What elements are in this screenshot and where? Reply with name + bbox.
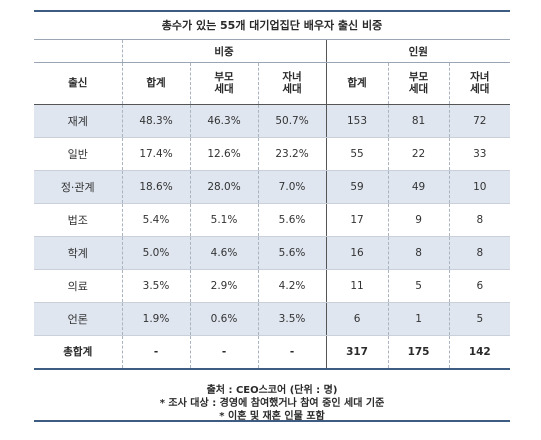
table-frame: 총수가 있는 55개 대기업집단 배우자 출신 비중 비중 인원 출신 합계 부… (34, 10, 511, 423)
total-count-child: 142 (448, 335, 511, 370)
cell-ratio-total: 17.4% (121, 137, 190, 171)
cell-count-parent: 49 (387, 170, 450, 204)
spouse-origin-table: 비중 인원 출신 합계 부모 세대 자녀 세대 합계 부모 세대 자녀 세대 재계 48… (34, 39, 511, 370)
cell-count-parent: 5 (387, 269, 450, 303)
table-row: 법조 5.4% 5.1% 5.6% 17 9 8 (34, 203, 511, 237)
header-count-child: 자녀 세대 (448, 62, 511, 105)
header-ratio-child-label: 자녀 세대 (282, 71, 302, 95)
survey-note: * 조사 대상 : 경영에 참여했거나 참여 중인 세대 기준 (159, 397, 385, 409)
row-label: 언론 (34, 302, 122, 336)
cell-count-child: 6 (448, 269, 511, 303)
row-label: 재계 (34, 104, 122, 138)
cell-ratio-total: 18.6% (121, 170, 190, 204)
cell-count-child: 8 (448, 236, 511, 270)
bottom-rule (34, 420, 510, 422)
header-count-parent: 부모 세대 (387, 62, 450, 105)
total-count-parent: 175 (387, 335, 450, 370)
cell-ratio-parent: 28.0% (189, 170, 258, 204)
table-row: 재계 48.3% 46.3% 50.7% 153 81 72 (34, 104, 511, 138)
header-count-group: 인원 (325, 39, 511, 63)
cell-count-parent: 81 (387, 104, 450, 138)
cell-ratio-parent: 0.6% (189, 302, 258, 336)
header-ratio-parent-label: 부모 세대 (214, 71, 234, 95)
cell-count-parent: 8 (387, 236, 450, 270)
cell-ratio-parent: 46.3% (189, 104, 258, 138)
header-ratio-parent: 부모 세대 (189, 62, 258, 105)
cell-count-parent: 1 (387, 302, 450, 336)
table-body: 재계 48.3% 46.3% 50.7% 153 81 72 일반 17.4% … (34, 104, 511, 370)
table-title: 총수가 있는 55개 대기업집단 배우자 출신 비중 (161, 19, 383, 32)
table-row: 언론 1.9% 0.6% 3.5% 6 1 5 (34, 302, 511, 336)
header-count-parent-label: 부모 세대 (408, 71, 429, 95)
table-row: 정·관계 18.6% 28.0% 7.0% 59 49 10 (34, 170, 511, 204)
table-row: 의료 3.5% 2.9% 4.2% 11 5 6 (34, 269, 511, 303)
cell-ratio-child: 3.5% (257, 302, 327, 336)
cell-count-total: 6 (325, 302, 389, 336)
top-rule (34, 10, 510, 12)
cell-count-total: 55 (325, 137, 389, 171)
cell-ratio-child: 5.6% (257, 203, 327, 237)
total-ratio-child: - (257, 335, 327, 370)
cell-count-total: 153 (325, 104, 389, 138)
header-ratio-total: 합계 (121, 62, 190, 105)
total-ratio-parent: - (189, 335, 258, 370)
cell-ratio-child: 50.7% (257, 104, 327, 138)
cell-ratio-total: 48.3% (121, 104, 190, 138)
header-ratio-child: 자녀 세대 (257, 62, 327, 105)
source-note: 출처 : CEO스코어 (단위 : 명) (206, 384, 338, 396)
cell-ratio-parent: 12.6% (189, 137, 258, 171)
cell-ratio-parent: 2.9% (189, 269, 258, 303)
cell-count-total: 16 (325, 236, 389, 270)
cell-count-parent: 9 (387, 203, 450, 237)
cell-ratio-total: 5.0% (121, 236, 190, 270)
total-label: 총합계 (34, 335, 122, 370)
header-origin: 출신 (34, 62, 122, 105)
cell-count-child: 72 (448, 104, 511, 138)
row-label: 일반 (34, 137, 122, 171)
cell-count-child: 5 (448, 302, 511, 336)
table-row: 학계 5.0% 4.6% 5.6% 16 8 8 (34, 236, 511, 270)
header-empty-cell (34, 39, 122, 63)
row-label: 의료 (34, 269, 122, 303)
row-label: 학계 (34, 236, 122, 270)
cell-count-total: 11 (325, 269, 389, 303)
cell-ratio-parent: 4.6% (189, 236, 258, 270)
remarriage-note: * 이혼 및 재혼 인물 포함 (219, 410, 325, 422)
cell-ratio-parent: 5.1% (189, 203, 258, 237)
cell-ratio-total: 3.5% (121, 269, 190, 303)
cell-count-child: 33 (448, 137, 511, 171)
notes-block: 출처 : CEO스코어 (단위 : 명) * 조사 대상 : 경영에 참여했거나… (34, 384, 510, 423)
total-ratio-total: - (121, 335, 190, 370)
cell-ratio-child: 7.0% (257, 170, 327, 204)
row-label: 정·관계 (34, 170, 122, 204)
cell-count-total: 17 (325, 203, 389, 237)
cell-count-child: 8 (448, 203, 511, 237)
cell-count-parent: 22 (387, 137, 450, 171)
cell-count-child: 10 (448, 170, 511, 204)
total-count-total: 317 (325, 335, 389, 370)
table-row: 일반 17.4% 12.6% 23.2% 55 22 33 (34, 137, 511, 171)
header-count-total: 합계 (325, 62, 389, 105)
row-label: 법조 (34, 203, 122, 237)
header-count-child-label: 자녀 세대 (470, 71, 490, 95)
cell-ratio-total: 1.9% (121, 302, 190, 336)
cell-ratio-total: 5.4% (121, 203, 190, 237)
total-row: 총합계 - - - 317 175 142 (34, 335, 511, 370)
header-ratio-group: 비중 (121, 39, 327, 63)
cell-ratio-child: 23.2% (257, 137, 327, 171)
cell-ratio-child: 5.6% (257, 236, 327, 270)
cell-count-total: 59 (325, 170, 389, 204)
cell-ratio-child: 4.2% (257, 269, 327, 303)
